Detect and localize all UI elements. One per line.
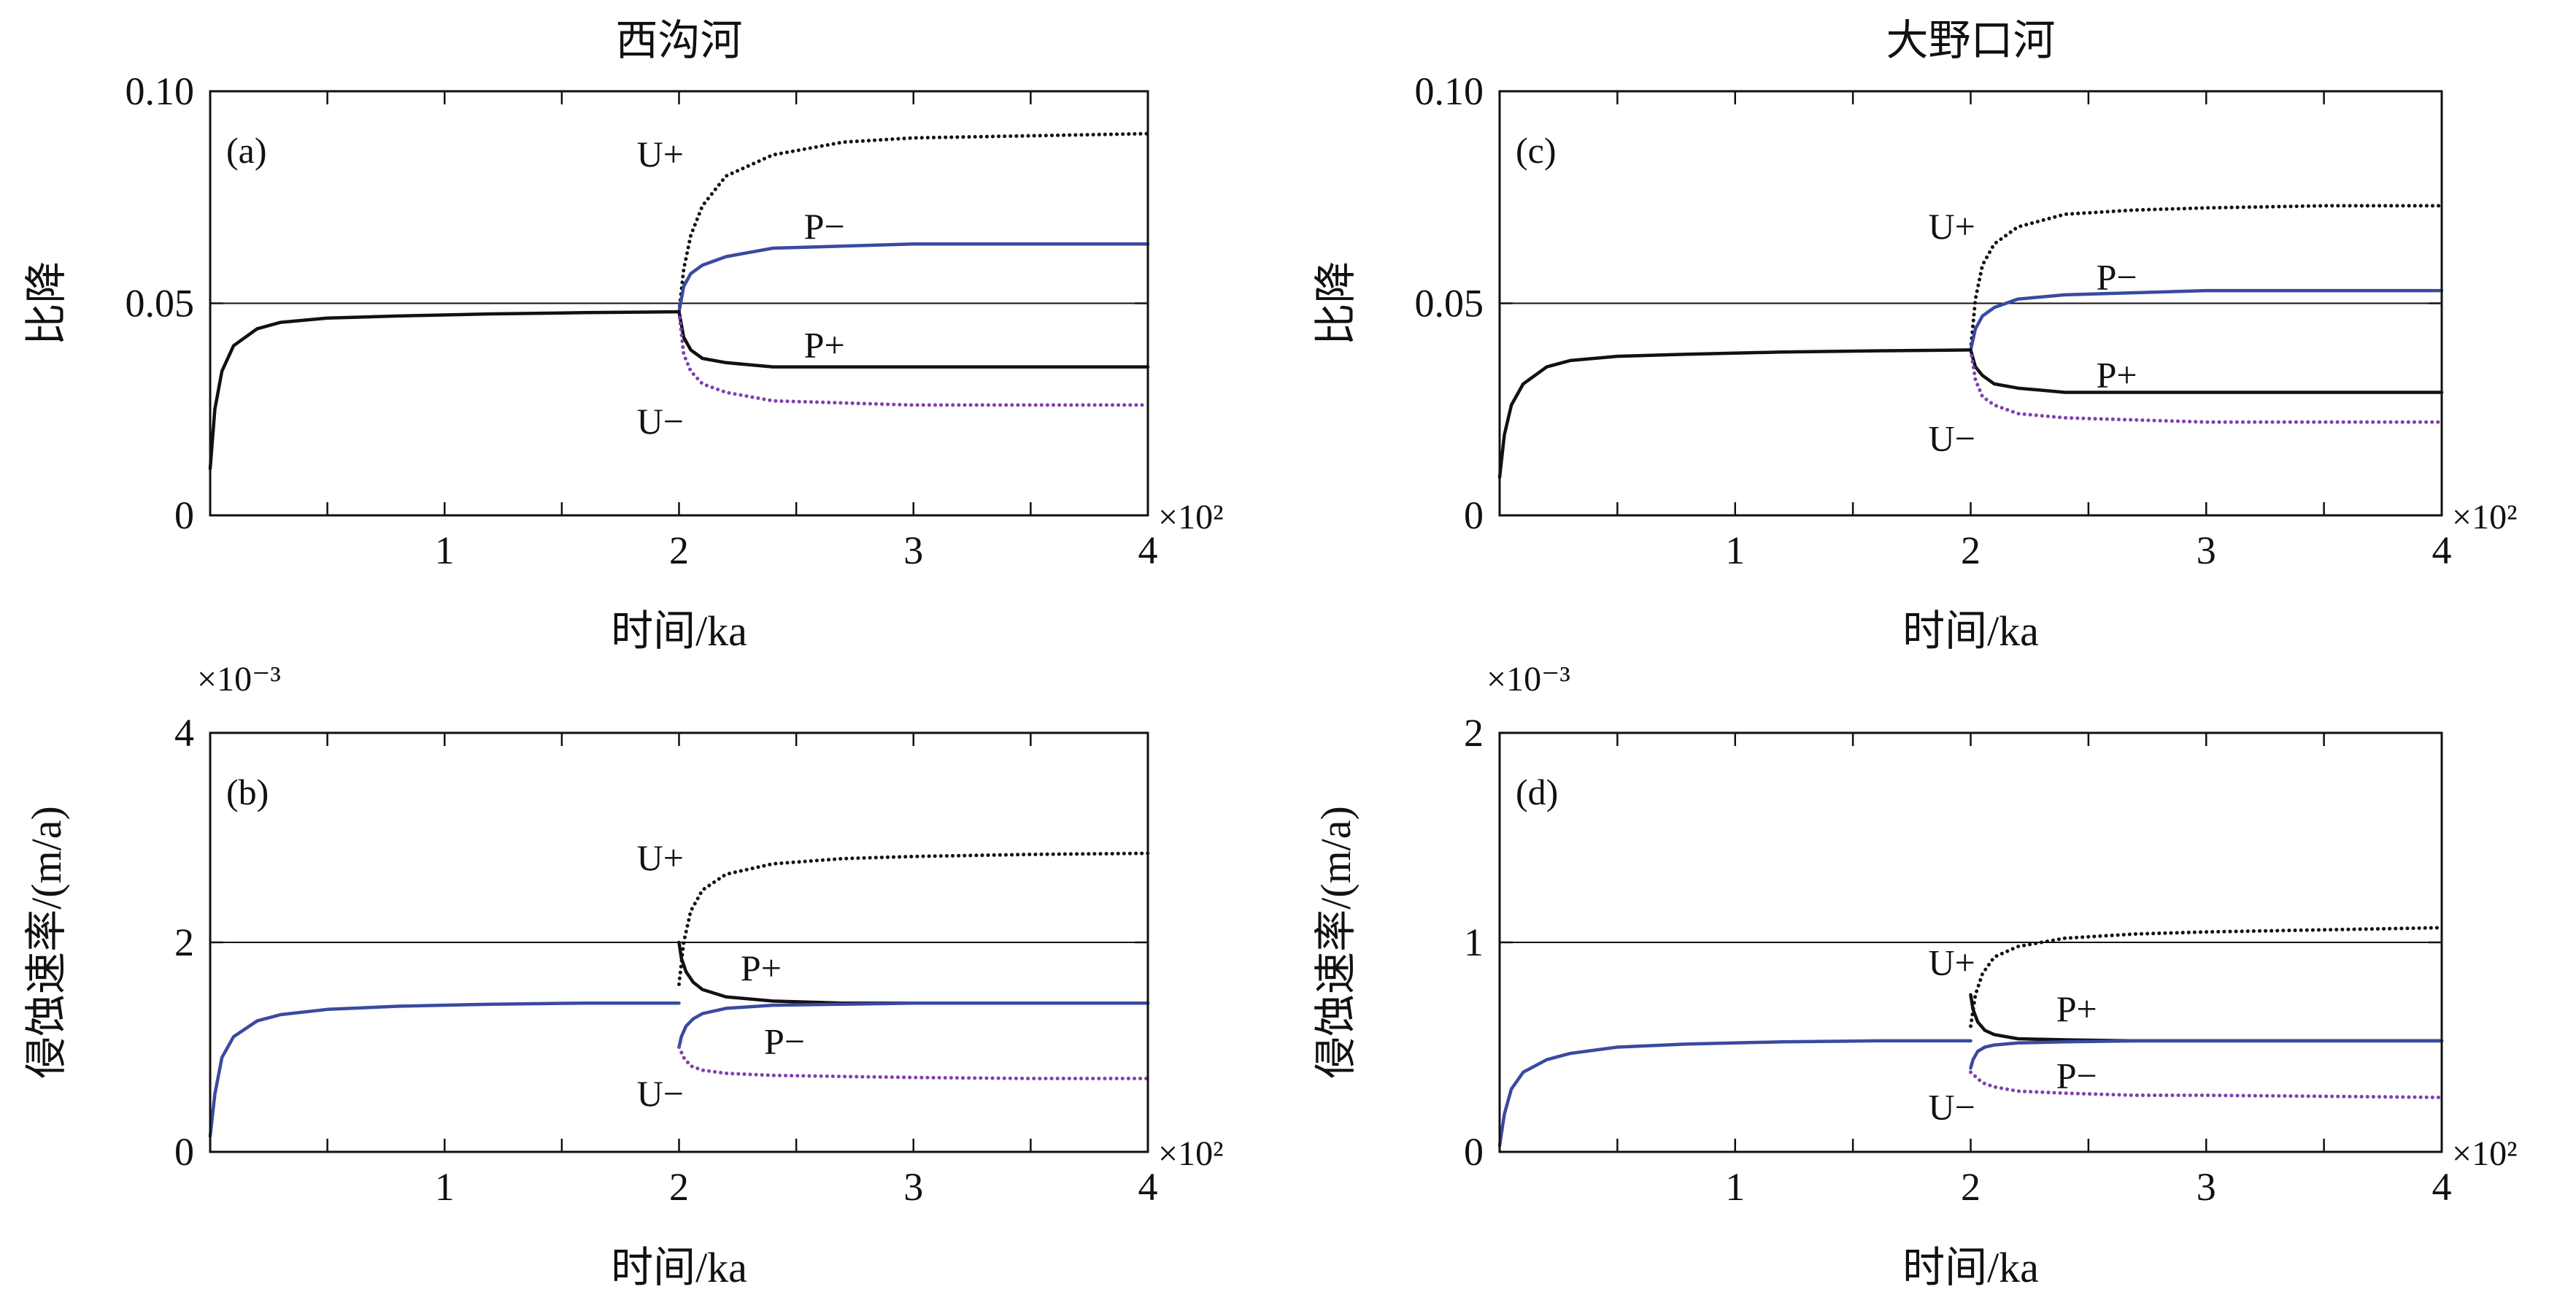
- x-tick-label: 3: [903, 1165, 923, 1209]
- y-tick-label: 4: [174, 711, 194, 755]
- x-multiplier: ×10²: [1158, 1134, 1223, 1173]
- x-tick-label: 3: [2197, 1165, 2216, 1209]
- y-tick-label: 0: [1464, 1130, 1484, 1174]
- curve-label: U−: [1929, 418, 1975, 458]
- curve-label: U+: [637, 837, 684, 878]
- series-line-Pplus: [677, 310, 1150, 369]
- y-axis-label: 侵蚀速率/(m/a): [1312, 806, 1360, 1079]
- y-tick-label: 2: [1464, 711, 1484, 755]
- series-line-pre-4: [208, 1001, 681, 1138]
- series-line-Uplus: [677, 131, 1150, 314]
- series-line-Uminus: [1969, 1070, 2444, 1099]
- series-line-Pminus: [1969, 1039, 2444, 1070]
- x-tick-label: 2: [1961, 528, 1981, 572]
- curve-label: P+: [804, 325, 845, 366]
- curve-label: U−: [637, 401, 684, 442]
- x-tick-label: 3: [2197, 528, 2216, 572]
- series-line-Uminus: [677, 1045, 1150, 1080]
- curve-label: P−: [764, 1020, 805, 1061]
- y-axis-label: 比降: [1312, 261, 1360, 345]
- y-axis-label: 侵蚀速率/(m/a): [23, 806, 70, 1079]
- x-tick-label: 4: [1138, 528, 1158, 572]
- y-multiplier: ×10⁻³: [1486, 660, 1570, 699]
- curve-label: P−: [804, 206, 845, 247]
- panel-tag: (b): [226, 772, 269, 812]
- series-line-Pminus: [677, 1001, 1150, 1049]
- panel-tag: (a): [226, 130, 267, 171]
- x-multiplier: ×10²: [1158, 498, 1223, 537]
- y-tick-label: 0.05: [1415, 282, 1484, 326]
- series-line-Pplus: [1969, 993, 2444, 1043]
- series-line-Uplus: [677, 851, 1150, 986]
- x-tick-label: 2: [1961, 1165, 1981, 1209]
- curve-label: U+: [1929, 942, 1975, 983]
- y-tick-label: 0: [174, 1130, 194, 1174]
- curve-label: P−: [2097, 257, 2137, 298]
- y-tick-label: 0.10: [126, 69, 195, 113]
- chart-title: 大野口河: [1886, 17, 2055, 64]
- series-line-Uplus: [1969, 926, 2444, 1029]
- series-line-Pminus: [677, 242, 1150, 314]
- x-tick-label: 2: [669, 1165, 689, 1209]
- x-tick-label: 1: [1725, 528, 1745, 572]
- panel-tag: (c): [1516, 130, 1557, 171]
- y-multiplier: ×10⁻³: [197, 660, 281, 699]
- y-tick-label: 0: [1464, 493, 1484, 537]
- curve-label: U+: [637, 134, 684, 174]
- x-tick-label: 1: [1725, 1165, 1745, 1209]
- chart-panel-b: 1 2 3 4024×10²×10⁻³时间/ka侵蚀速率/(m/a)(b)U+P+P−…: [23, 660, 1223, 1291]
- chart-panel-d: 1 2 3 4 0 1 2 ×10² ×10⁻³ 时间/ka 侵蚀速率/(m/a) (d) U+ P+ U−…: [1312, 660, 2517, 1291]
- chart-title: 西沟河: [615, 17, 742, 64]
- y-tick-label: 1: [1464, 920, 1484, 964]
- x-tick-label: 1: [435, 1165, 455, 1209]
- y-tick-label: 0.10: [1415, 69, 1484, 113]
- panel-tag: (d): [1516, 772, 1558, 812]
- series-line-pre-4: [1497, 1039, 1973, 1147]
- curve-label: P−: [2056, 1056, 2097, 1096]
- x-multiplier: ×10²: [2452, 1134, 2517, 1173]
- x-axis-label: 时间/ka: [611, 607, 747, 655]
- y-tick-label: 0: [174, 493, 194, 537]
- curve-label: P+: [2097, 354, 2137, 395]
- series-line-Uminus: [1969, 347, 2444, 424]
- y-tick-label: 2: [174, 920, 194, 964]
- series-line-Uminus: [677, 310, 1150, 407]
- series-line-pre-4: [208, 310, 681, 471]
- series-line-pre-4: [1497, 348, 1973, 479]
- y-tick-label: 0.05: [126, 282, 195, 326]
- curve-label: U−: [637, 1073, 684, 1114]
- x-tick-label: 1: [435, 528, 455, 572]
- x-tick-label: 4: [2432, 1165, 2452, 1209]
- x-axis-label: 时间/ka: [1902, 1244, 2039, 1291]
- curve-label: P+: [2056, 988, 2097, 1029]
- series-line-Uplus: [1969, 204, 2444, 352]
- x-tick-label: 2: [669, 528, 689, 572]
- x-tick-label: 4: [1138, 1165, 1158, 1209]
- curve-label: U−: [1929, 1087, 1975, 1128]
- x-axis-label: 时间/ka: [611, 1244, 747, 1291]
- series-line-Pplus: [1969, 348, 2444, 394]
- y-axis-label: 比降: [23, 261, 70, 345]
- series-line-Pminus: [1969, 288, 2444, 352]
- x-axis-label: 时间/ka: [1902, 607, 2039, 655]
- x-tick-label: 4: [2432, 528, 2452, 572]
- curve-label: P+: [741, 947, 782, 988]
- curve-label: U+: [1929, 206, 1975, 247]
- x-multiplier: ×10²: [2452, 498, 2517, 537]
- x-tick-label: 3: [903, 528, 923, 572]
